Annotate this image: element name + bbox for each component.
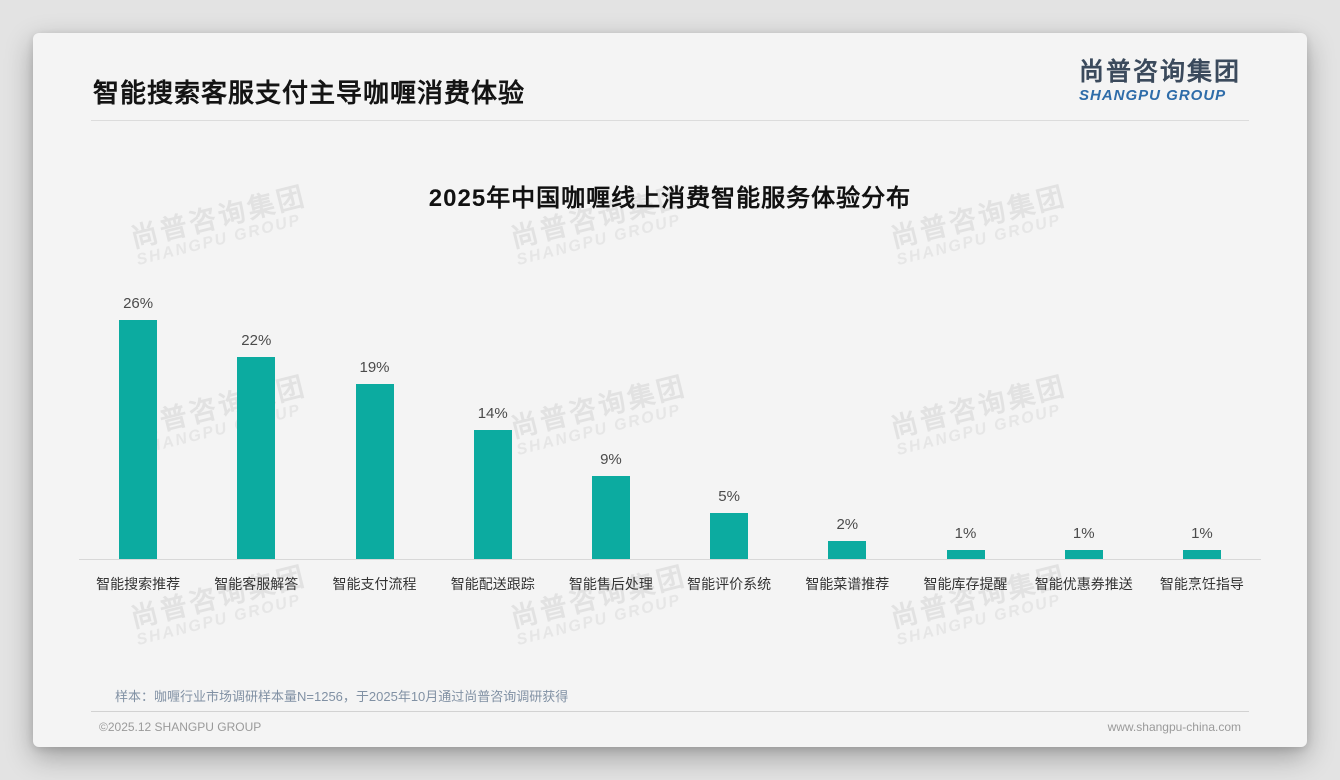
bar-column: 2% <box>788 295 906 559</box>
bar-category-label: 智能库存提醒 <box>923 576 1008 592</box>
bar-value-label: 2% <box>836 516 859 533</box>
bar-column: 14% <box>434 295 552 559</box>
bar <box>355 384 394 559</box>
sample-note: 样本：咖喱行业市场调研样本量N=1256，于2025年10月通过尚普咨询调研获得 <box>115 689 569 704</box>
bar-value-label: 26% <box>123 295 154 312</box>
bar <box>1064 550 1103 559</box>
bar-column: 1% <box>1025 295 1143 559</box>
bar-value-label: 1% <box>1072 525 1095 542</box>
bar-chart: 26% 22% 19% 14% 9% 5% 2% 1% 1% 1% 智能搜索推荐 智能客服解答 智能支… <box>79 295 1261 594</box>
copyright-text: ©2025.12 SHANGPU GROUP <box>99 720 262 734</box>
brand-name-cn: 尚普咨询集团 <box>1078 58 1241 86</box>
bar-value-label: 22% <box>241 332 272 349</box>
bar-column: 1% <box>906 295 1024 559</box>
website-text: www.shangpu-china.com <box>1107 720 1241 734</box>
bar-column: 22% <box>197 295 315 559</box>
bar-value-label: 9% <box>600 451 622 468</box>
watermark-text-en: SHANGPU GROUP <box>514 591 684 650</box>
bar-value-label: 1% <box>954 525 977 542</box>
category-labels-row: 智能搜索推荐 智能客服解答 智能支付流程 智能配送跟踪 智能售后处理 智能评价系统 智能菜谱… <box>79 560 1261 594</box>
bar-column: 1% <box>1143 295 1261 559</box>
bar-category-label: 智能配送跟踪 <box>450 576 535 592</box>
bar <box>946 550 985 559</box>
bar <box>710 513 749 559</box>
header: 智能搜索客服支付主导咖喱消费体验 尚普咨询集团 SHANGPU GROUP <box>91 33 1249 121</box>
bar <box>828 541 867 559</box>
page-title: 智能搜索客服支付主导咖喱消费体验 <box>93 78 526 108</box>
watermark-text-en: SHANGPU GROUP <box>894 591 1064 650</box>
chart-title: 2025年中国咖喱线上消费智能服务体验分布 <box>428 185 912 212</box>
chart-area: 2025年中国咖喱线上消费智能服务体验分布 26% 22% 19% 14% 9% 5% 2%… <box>33 178 1307 594</box>
bar-column: 5% <box>670 295 788 559</box>
bar-category-label: 智能评价系统 <box>687 576 772 592</box>
bar-category-label: 智能客服解答 <box>214 576 299 592</box>
bar-column: 26% <box>79 295 197 559</box>
bar-category-label: 智能支付流程 <box>332 576 417 592</box>
slide-card: 尚普咨询集团 SHANGPU GROUP 尚普咨询集团 SHANGPU GROUP 尚普… <box>33 33 1307 747</box>
bar-category-label: 智能菜谱推荐 <box>805 576 890 592</box>
bar-value-label: 19% <box>359 359 390 376</box>
bar <box>237 357 276 559</box>
bar-category-label: 智能优惠券推送 <box>1034 576 1133 592</box>
bars-row: 26% 22% 19% 14% 9% 5% 2% 1% 1% 1% <box>79 295 1261 560</box>
bar <box>1182 550 1221 559</box>
brand-name-en: SHANGPU GROUP <box>1078 86 1227 104</box>
bar <box>591 476 630 559</box>
bar <box>119 320 158 559</box>
bar-category-label: 智能搜索推荐 <box>96 576 181 592</box>
bar-column: 19% <box>315 295 433 559</box>
watermark-text-en: SHANGPU GROUP <box>134 591 304 650</box>
bar-column: 9% <box>552 295 670 559</box>
bar <box>473 430 512 559</box>
bar-category-label: 智能售后处理 <box>568 576 653 592</box>
bar-value-label: 1% <box>1191 525 1213 542</box>
bar-value-label: 5% <box>718 488 740 505</box>
bar-value-label: 14% <box>477 405 508 422</box>
footer: ©2025.12 SHANGPU GROUP www.shangpu-china… <box>91 711 1249 734</box>
bar-category-label: 智能烹饪指导 <box>1159 576 1244 592</box>
brand-logo: 尚普咨询集团 SHANGPU GROUP <box>1078 58 1241 104</box>
